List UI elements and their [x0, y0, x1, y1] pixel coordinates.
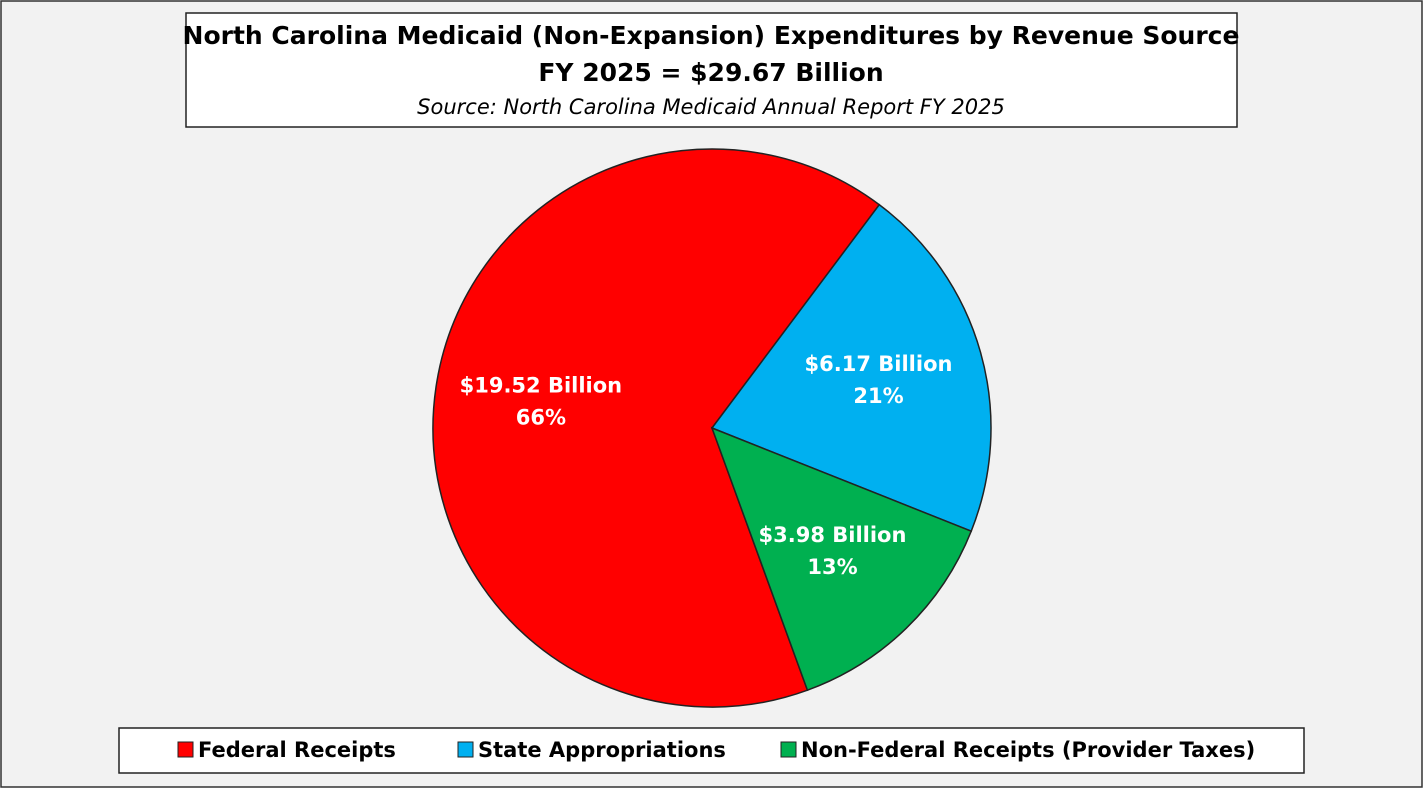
chart-source: Source: North Carolina Medicaid Annual R…	[417, 95, 1005, 119]
data-label: $19.52 Billion	[460, 374, 623, 398]
legend-label: State Appropriations	[478, 738, 726, 762]
data-label-share: 21%	[853, 384, 903, 408]
legend-swatch	[780, 741, 797, 758]
pie-slice	[432, 148, 881, 708]
chart-title: North Carolina Medicaid (Non-Expansion) …	[183, 21, 1240, 50]
data-label-share: 66%	[516, 406, 566, 430]
chart-subtitle: FY 2025 = $29.67 Billion	[538, 58, 883, 87]
legend-box	[118, 727, 1305, 774]
title-box	[185, 12, 1238, 128]
data-label: $6.17 Billion	[805, 352, 953, 376]
pie-slice	[710, 203, 992, 533]
data-label: $3.98 Billion	[759, 523, 907, 547]
pie-slice	[710, 426, 973, 692]
legend-swatch	[457, 741, 474, 758]
legend-swatch	[177, 741, 194, 758]
data-label-share: 13%	[807, 555, 857, 579]
legend-label: Federal Receipts	[198, 738, 396, 762]
legend-label: Non-Federal Receipts (Provider Taxes)	[801, 738, 1255, 762]
